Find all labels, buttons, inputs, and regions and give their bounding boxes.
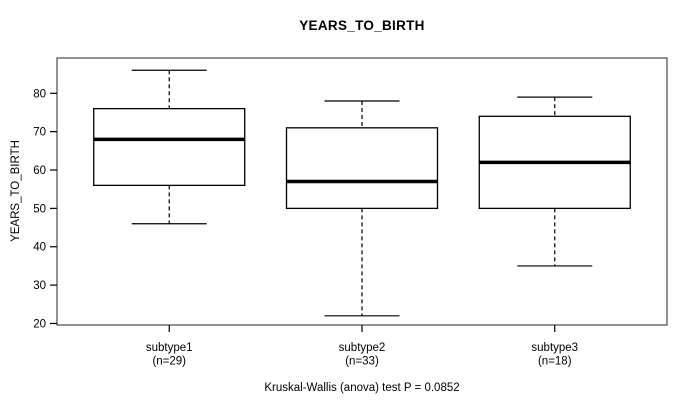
x-tick-label: subtype2 bbox=[339, 342, 386, 354]
y-tick-label: 70 bbox=[33, 127, 46, 139]
y-tick-label: 80 bbox=[33, 88, 46, 100]
iqr-box bbox=[285, 127, 439, 210]
chart-title: YEARS_TO_BIRTH bbox=[299, 18, 425, 33]
y-tick-label: 30 bbox=[33, 280, 46, 292]
x-tick-label: subtype1 bbox=[146, 342, 193, 354]
stat-test-caption: Kruskal-Wallis (anova) test P = 0.0852 bbox=[264, 382, 460, 394]
iqr-box bbox=[93, 107, 246, 187]
x-tick-sublabel: (n=18) bbox=[538, 356, 572, 368]
x-tick-label: subtype3 bbox=[531, 342, 578, 354]
x-tick-sublabel: (n=33) bbox=[345, 356, 379, 368]
y-tick-label: 40 bbox=[33, 242, 46, 254]
x-tick-sublabel: (n=29) bbox=[152, 356, 186, 368]
y-tick-label: 60 bbox=[33, 165, 46, 177]
y-tick-label: 20 bbox=[33, 318, 46, 330]
y-tick-label: 50 bbox=[33, 203, 46, 215]
